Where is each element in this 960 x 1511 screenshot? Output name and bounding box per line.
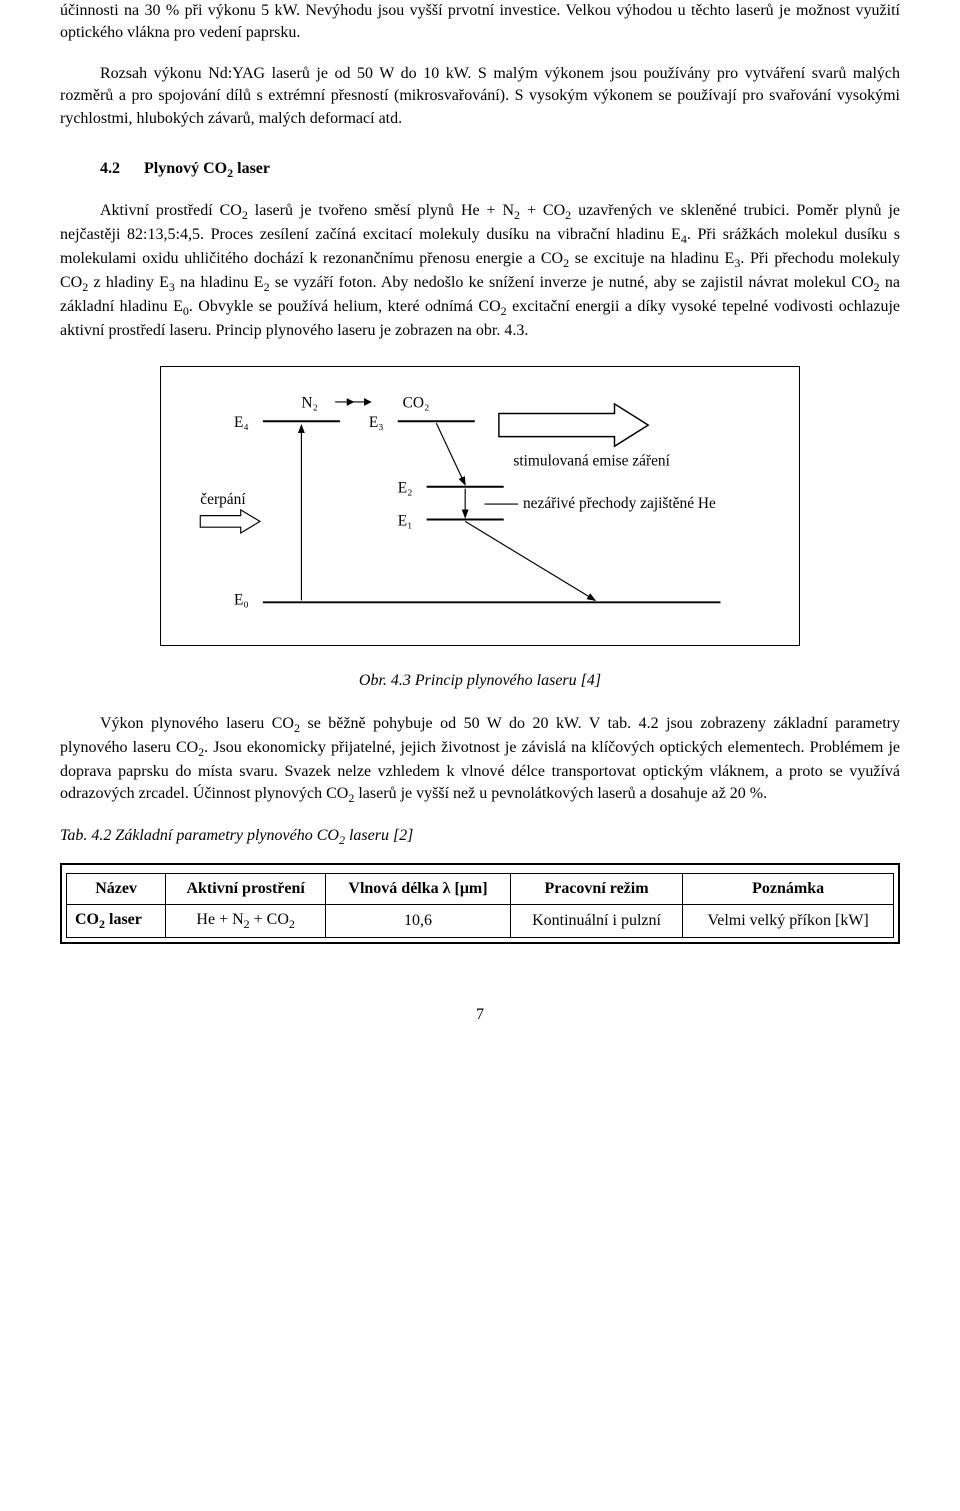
table-caption: Tab. 4.2 Základní parametry plynového CO…	[60, 825, 900, 849]
td-rezim: Kontinuální i pulzní	[510, 905, 682, 938]
energy-level-diagram: N₂ CO₂ E₄ E₃ stimulovaná emise záření E₂…	[160, 366, 800, 646]
label-e0: E₀	[234, 592, 249, 609]
section-title-suffix: laser	[233, 160, 270, 177]
section-title-prefix: Plynový CO	[144, 160, 227, 177]
figure-caption: Obr. 4.3 Princip plynového laseru [4]	[60, 670, 900, 692]
p3-text: Aktivní prostředí CO	[100, 202, 242, 219]
p3-text: se vyzáří foton. Aby nedošlo ke snížení …	[270, 274, 874, 291]
intro-paragraph-2: Rozsah výkonu Nd:YAG laserů je od 50 W d…	[60, 63, 900, 130]
label-e1: E₁	[398, 513, 413, 530]
p3-text: + CO	[520, 202, 565, 219]
page-number: 7	[60, 1004, 900, 1026]
tab-cap-suffix: laseru [2]	[345, 827, 413, 844]
th-poznamka: Poznámka	[683, 873, 894, 904]
body-paragraph-3: Aktivní prostředí CO2 laserů je tvořeno …	[60, 200, 900, 342]
td-akt-mid: + CO	[250, 911, 289, 928]
p3-text: se excituje na hladinu E	[569, 250, 734, 267]
body-paragraph-4: Výkon plynového laseru CO2 se běžně pohy…	[60, 713, 900, 807]
th-vlnova: Vlnová délka λ [μm]	[326, 873, 511, 904]
td-nazev-suffix: laser	[105, 911, 142, 928]
figure-container: N₂ CO₂ E₄ E₃ stimulovaná emise záření E₂…	[60, 366, 900, 646]
label-cerpani: čerpání	[200, 491, 246, 508]
p3-text: laserů je tvořeno směsí plynů He + N	[248, 202, 514, 219]
tab-cap-prefix: Tab. 4.2 Základní parametry plynového CO	[60, 827, 339, 844]
label-nezar: nezářivé přechody zajištěné He	[523, 495, 716, 512]
parameters-table: Název Aktivní prostření Vlnová délka λ […	[66, 873, 894, 938]
td-nazev-prefix: CO	[75, 911, 99, 928]
label-e4: E₄	[234, 414, 249, 431]
label-e2: E₂	[398, 480, 413, 497]
td-poznamka: Velmi velký příkon [kW]	[683, 905, 894, 938]
label-co2: CO₂	[403, 395, 430, 412]
p3-text: . Obvykle se používá helium, které odním…	[189, 298, 501, 315]
th-nazev: Název	[67, 873, 166, 904]
section-heading: 4.2 Plynový CO2 laser	[100, 158, 900, 182]
td-nazev: CO2 laser	[67, 905, 166, 938]
diagram-svg: N₂ CO₂ E₄ E₃ stimulovaná emise záření E₂…	[181, 387, 759, 625]
section-number: 4.2	[100, 160, 120, 177]
p4-text: laserů je vyšší než u pevnolátkových las…	[354, 785, 767, 802]
label-e3: E₃	[369, 414, 384, 431]
intro-paragraph-1: účinnosti na 30 % při výkonu 5 kW. Nevýh…	[60, 0, 900, 45]
td-aktivni: He + N2 + CO2	[166, 905, 326, 938]
p3-text: na hladinu E	[175, 274, 264, 291]
td-akt-sub2: 2	[289, 918, 295, 932]
table-outer-border: Název Aktivní prostření Vlnová délka λ […	[60, 863, 900, 944]
label-n2: N₂	[301, 395, 318, 412]
td-akt-prefix: He + N	[196, 911, 243, 928]
table-header-row: Název Aktivní prostření Vlnová délka λ […	[67, 873, 894, 904]
label-stim: stimulovaná emise záření	[513, 453, 670, 470]
td-vlnova: 10,6	[326, 905, 511, 938]
p4-text: Výkon plynového laseru CO	[100, 715, 294, 732]
th-rezim: Pracovní režim	[510, 873, 682, 904]
th-aktivni: Aktivní prostření	[166, 873, 326, 904]
table-row: CO2 laser He + N2 + CO2 10,6 Kontinuální…	[67, 905, 894, 938]
p3-text: z hladiny E	[88, 274, 169, 291]
